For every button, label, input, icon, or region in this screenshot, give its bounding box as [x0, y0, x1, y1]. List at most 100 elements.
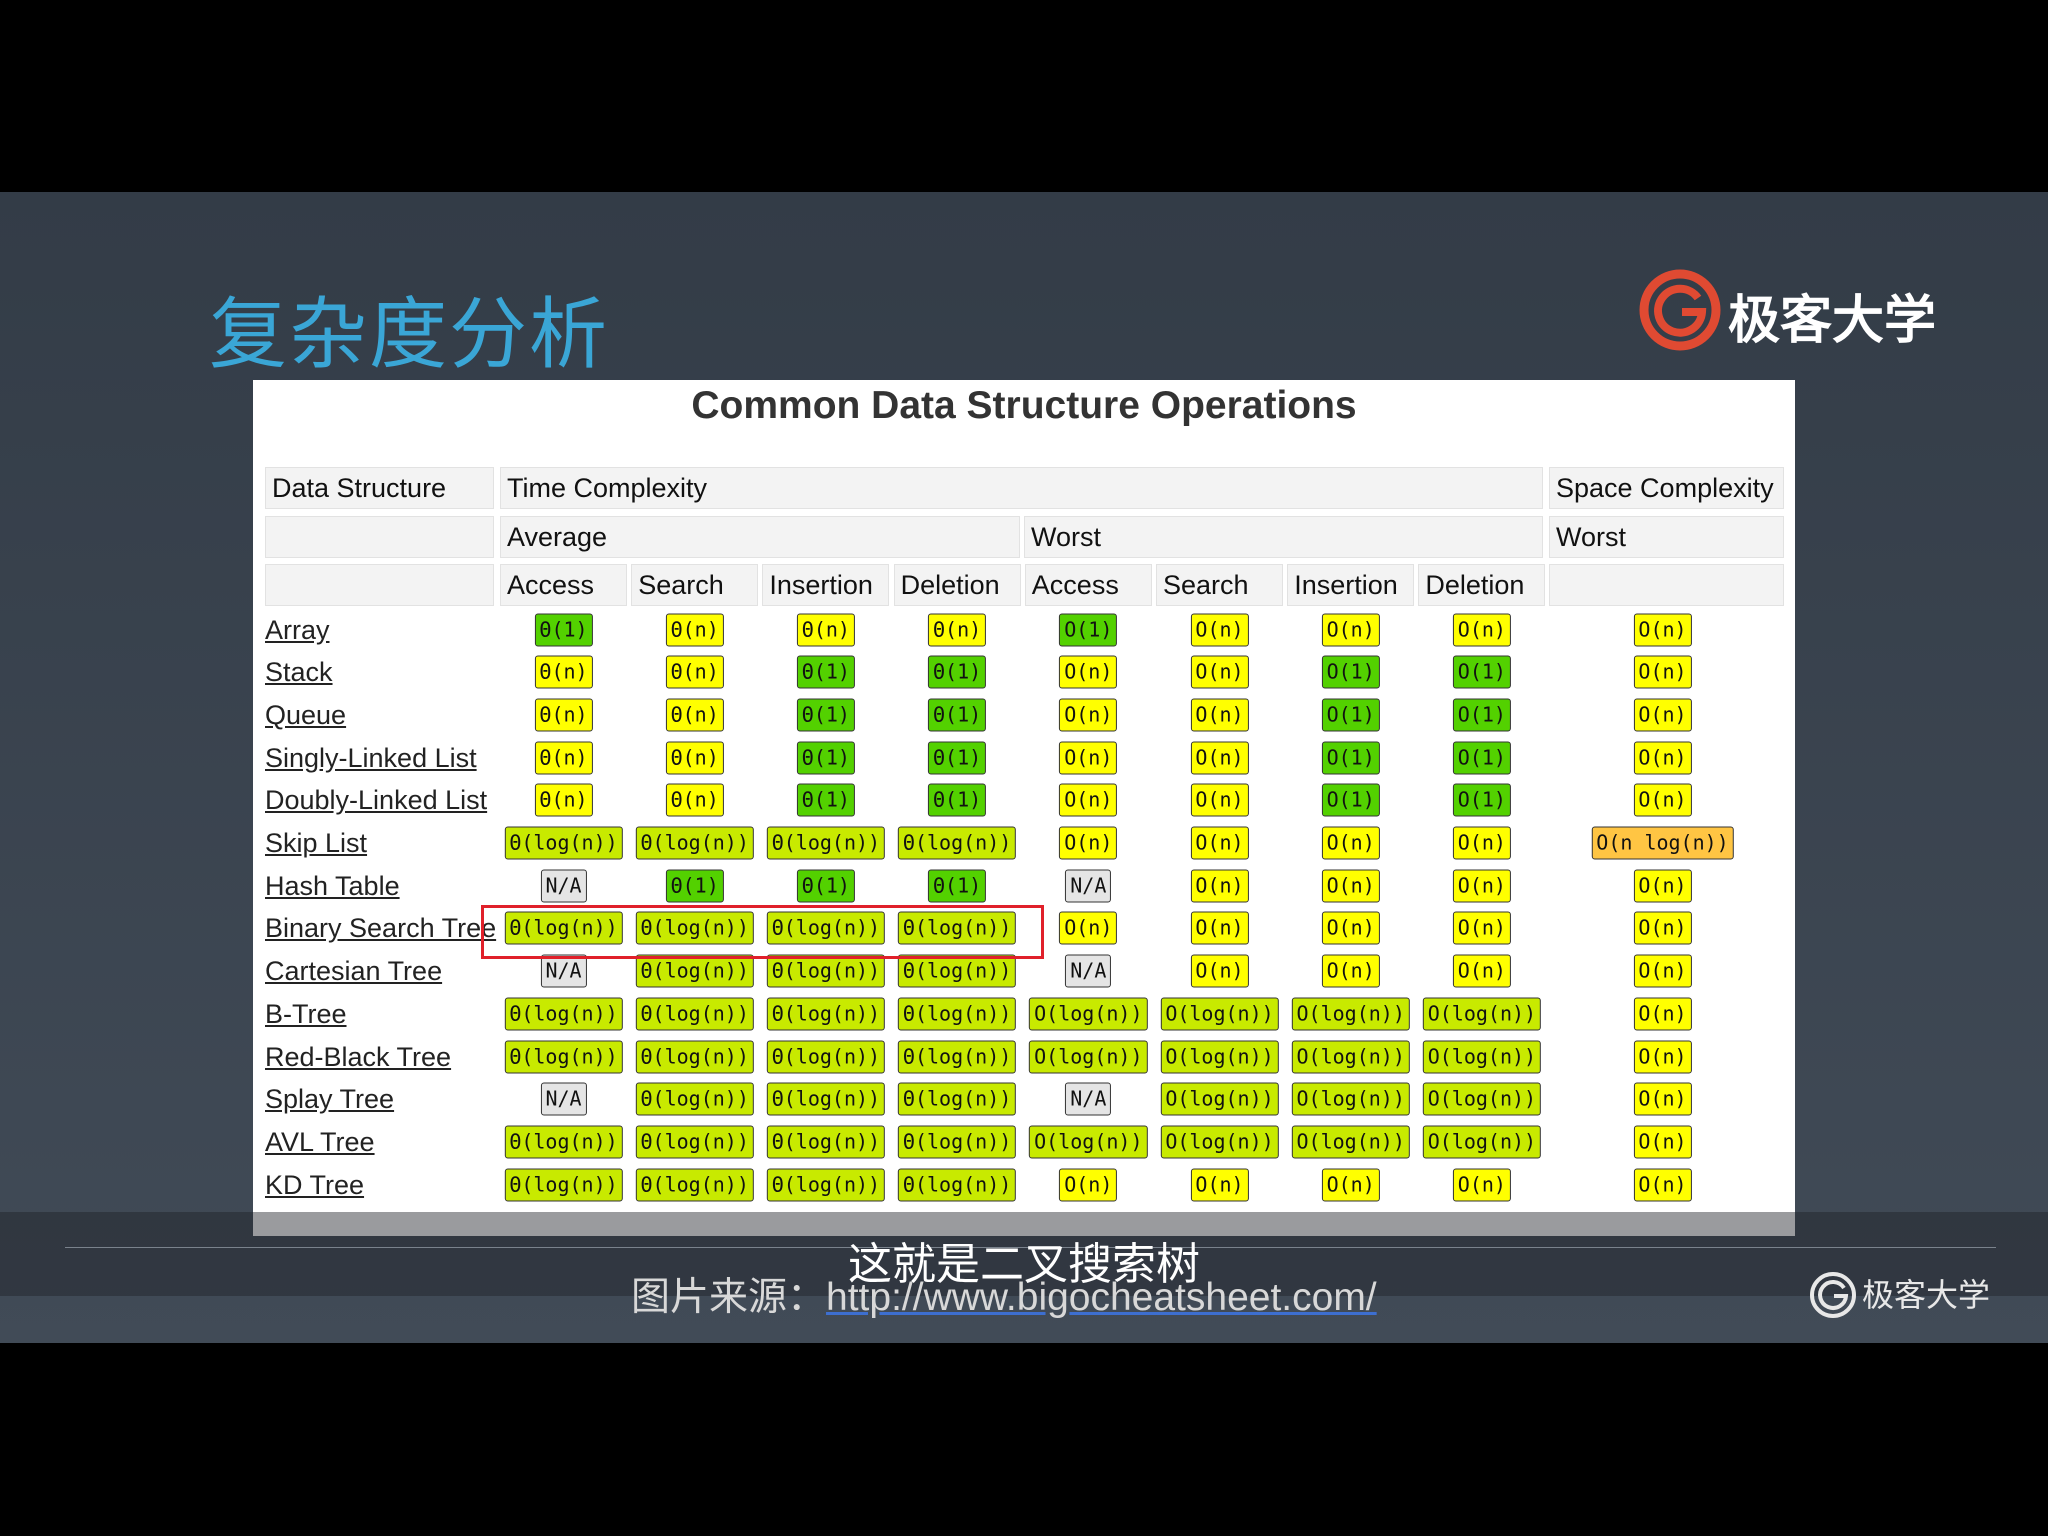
complexity-badge: O(n) [1633, 1125, 1692, 1159]
complexity-badge: O(n) [1190, 911, 1249, 945]
row-name-link[interactable]: Hash Table [265, 870, 400, 901]
complexity-badge: O(log(n)) [1160, 1082, 1279, 1116]
header-cell: Insertion [762, 564, 890, 606]
complexity-badge: Θ(log(n)) [635, 826, 754, 860]
complexity-badge: Θ(log(n)) [766, 911, 886, 945]
row-name-link[interactable]: AVL Tree [265, 1126, 375, 1157]
complexity-badge: O(1) [1321, 698, 1380, 732]
complexity-badge: O(n) [1190, 655, 1249, 689]
complexity-badge: O(n) [1633, 954, 1692, 988]
row-name-link[interactable]: Queue [265, 699, 347, 730]
complexity-badge: O(n) [1452, 1168, 1511, 1202]
complexity-badge: O(log(n)) [1160, 997, 1279, 1031]
source-url[interactable]: http://www.bigocheatsheet.com/ [826, 1276, 1377, 1319]
complexity-badge: Θ(log(n)) [635, 1082, 754, 1116]
complexity-badge: O(log(n)) [1422, 1125, 1542, 1159]
complexity-badge: Θ(1) [796, 655, 855, 689]
complexity-badge: O(1) [1321, 741, 1380, 775]
complexity-badge: O(n) [1190, 613, 1249, 646]
complexity-badge: N/A [540, 869, 587, 903]
complexity-badge: O(log(n)) [1291, 1040, 1410, 1073]
row-name-link[interactable]: Cartesian Tree [265, 956, 443, 987]
complexity-badge: Θ(log(n)) [766, 1125, 886, 1159]
complexity-badge: O(n) [1059, 1168, 1118, 1202]
complexity-badge: O(log(n)) [1029, 997, 1148, 1031]
complexity-badge: Θ(log(n)) [504, 1040, 623, 1073]
complexity-badge: Θ(log(n)) [504, 911, 623, 945]
complexity-badge: Θ(n) [796, 613, 855, 646]
subtitle: 这就是二叉搜索树 [848, 1240, 1200, 1289]
complexity-badge: O(log(n)) [1029, 1040, 1148, 1073]
complexity-badge: O(1) [1452, 783, 1511, 817]
row-name-link[interactable]: Binary Search Tree [265, 913, 497, 944]
highlight-box [481, 905, 1044, 959]
complexity-badge: Θ(log(n)) [897, 1125, 1017, 1159]
complexity-badge: O(log(n)) [1291, 1082, 1410, 1116]
header-cell: Insertion [1287, 564, 1415, 606]
header-cell [265, 516, 494, 558]
slide-title: 复杂度分析 [209, 290, 610, 378]
complexity-badge: O(n) [1321, 1168, 1380, 1202]
complexity-badge: O(1) [1321, 783, 1380, 817]
row-name-link[interactable]: Splay Tree [265, 1084, 395, 1115]
complexity-badge: Θ(1) [928, 698, 987, 732]
complexity-badge: Θ(n) [665, 741, 724, 775]
complexity-badge: Θ(1) [928, 741, 987, 775]
complexity-badge: O(log(n)) [1160, 1125, 1279, 1159]
row-name-link[interactable]: KD Tree [265, 1169, 365, 1200]
complexity-badge: Θ(log(n)) [766, 954, 886, 988]
complexity-badge: Θ(log(n)) [635, 1125, 754, 1159]
complexity-badge: Θ(log(n)) [504, 997, 623, 1031]
complexity-badge: Θ(1) [534, 613, 593, 646]
complexity-badge: Θ(log(n)) [635, 1040, 754, 1073]
complexity-badge: O(log(n)) [1291, 1125, 1410, 1159]
complexity-badge: O(n) [1059, 741, 1118, 775]
complexity-badge: O(n) [1633, 997, 1692, 1031]
complexity-badge: Θ(log(n)) [897, 1082, 1017, 1116]
logo-icon [1639, 269, 1721, 351]
header-cell: Average [500, 516, 1020, 558]
complexity-badge: O(n) [1190, 698, 1249, 732]
complexity-badge: O(n) [1452, 911, 1511, 945]
header-cell: Time Complexity [500, 467, 1543, 509]
complexity-badge: Θ(log(n)) [635, 911, 754, 945]
complexity-badge: Θ(n) [665, 655, 724, 689]
complexity-badge: Θ(log(n)) [504, 1125, 623, 1159]
complexity-badge: Θ(log(n)) [504, 1168, 623, 1202]
source: 图片来源：http://www.bigocheatsheet.com/ [631, 1266, 1377, 1322]
complexity-badge: O(n) [1190, 1168, 1249, 1202]
header-cell [265, 564, 494, 606]
logo-text-small: 极客大学 [1862, 1277, 1991, 1313]
complexity-badge: Θ(n) [534, 698, 593, 732]
complexity-badge: O(n) [1190, 954, 1249, 988]
header-cell: Space Complexity [1549, 467, 1784, 509]
caption-bar [0, 1212, 2048, 1296]
complexity-badge: Θ(1) [928, 655, 987, 689]
complexity-badge: O(n) [1059, 655, 1118, 689]
complexity-badge: O(n) [1633, 655, 1692, 689]
header-cell: Deletion [1418, 564, 1546, 606]
header-cell [1549, 564, 1784, 606]
complexity-badge: O(n) [1059, 826, 1118, 860]
complexity-badge: O(1) [1452, 741, 1511, 775]
row-name-link[interactable]: B-Tree [265, 998, 347, 1029]
complexity-badge: O(n log(n)) [1591, 826, 1734, 860]
complexity-badge: Θ(log(n)) [897, 954, 1017, 988]
row-name-link[interactable]: Doubly-Linked List [265, 785, 488, 816]
row-name-link[interactable]: Array [265, 614, 330, 645]
row-name-link[interactable]: Stack [265, 657, 333, 688]
complexity-badge: O(log(n)) [1422, 997, 1542, 1031]
complexity-badge: Θ(log(n)) [897, 911, 1017, 945]
row-name-link[interactable]: Skip List [265, 828, 368, 858]
row-name-link[interactable]: Red-Black Tree [265, 1041, 452, 1072]
complexity-badge: Θ(log(n)) [897, 1168, 1017, 1202]
header-cell: Search [1156, 564, 1283, 606]
source-label: 图片来源： [631, 1276, 827, 1319]
complexity-badge: O(n) [1059, 911, 1118, 945]
complexity-badge: Θ(log(n)) [635, 997, 754, 1031]
complexity-badge: Θ(1) [928, 783, 987, 817]
complexity-badge: O(n) [1452, 869, 1511, 903]
row-name-link[interactable]: Singly-Linked List [265, 742, 477, 773]
complexity-badge: O(n) [1059, 698, 1118, 732]
